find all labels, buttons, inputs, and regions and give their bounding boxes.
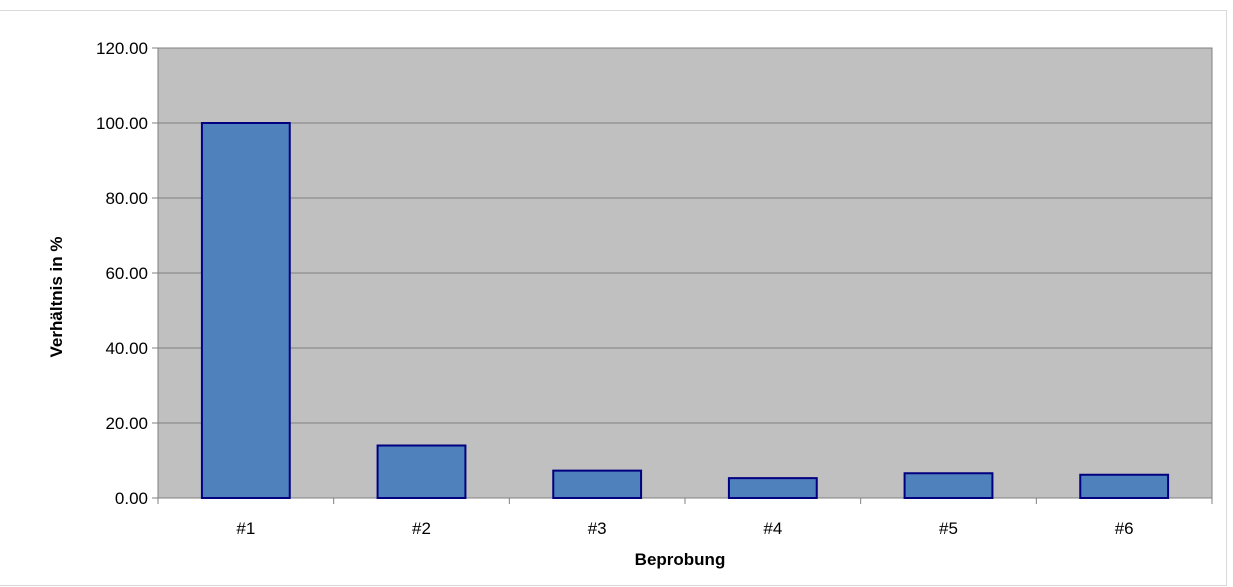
gridlines	[158, 122, 1212, 424]
y-tick-label: 80.00	[105, 189, 148, 208]
chart-frame	[0, 10, 1227, 586]
bar-2	[376, 444, 467, 499]
bar-3	[552, 469, 643, 499]
bar-6	[1079, 473, 1170, 499]
x-tick-label: #3	[588, 519, 607, 538]
bar-1	[200, 122, 291, 499]
y-tick-label: 100.00	[96, 114, 148, 133]
y-tick-label: 20.00	[105, 414, 148, 433]
y-tick-label: 0.00	[115, 489, 148, 508]
y-axis: 0.00 20.00 40.00 60.00 80.00 100.00 120.00	[96, 39, 158, 508]
bar-4	[727, 477, 818, 499]
bars	[200, 122, 1170, 499]
x-axis: #1 #2 #3 #4 #5 #6	[157, 498, 1213, 538]
bar-5	[903, 472, 994, 499]
x-tick-label: #5	[939, 519, 958, 538]
x-tick-label: #1	[236, 519, 255, 538]
x-tick-label: #2	[412, 519, 431, 538]
x-tick-label: #6	[1115, 519, 1134, 538]
x-tick-label: #4	[763, 519, 782, 538]
y-tick-label: 40.00	[105, 339, 148, 358]
y-tick-label: 120.00	[96, 39, 148, 58]
y-tick-label: 60.00	[105, 264, 148, 283]
y-axis-title: Verhältnis in %	[47, 237, 66, 358]
x-axis-title: Beprobung	[635, 550, 726, 569]
